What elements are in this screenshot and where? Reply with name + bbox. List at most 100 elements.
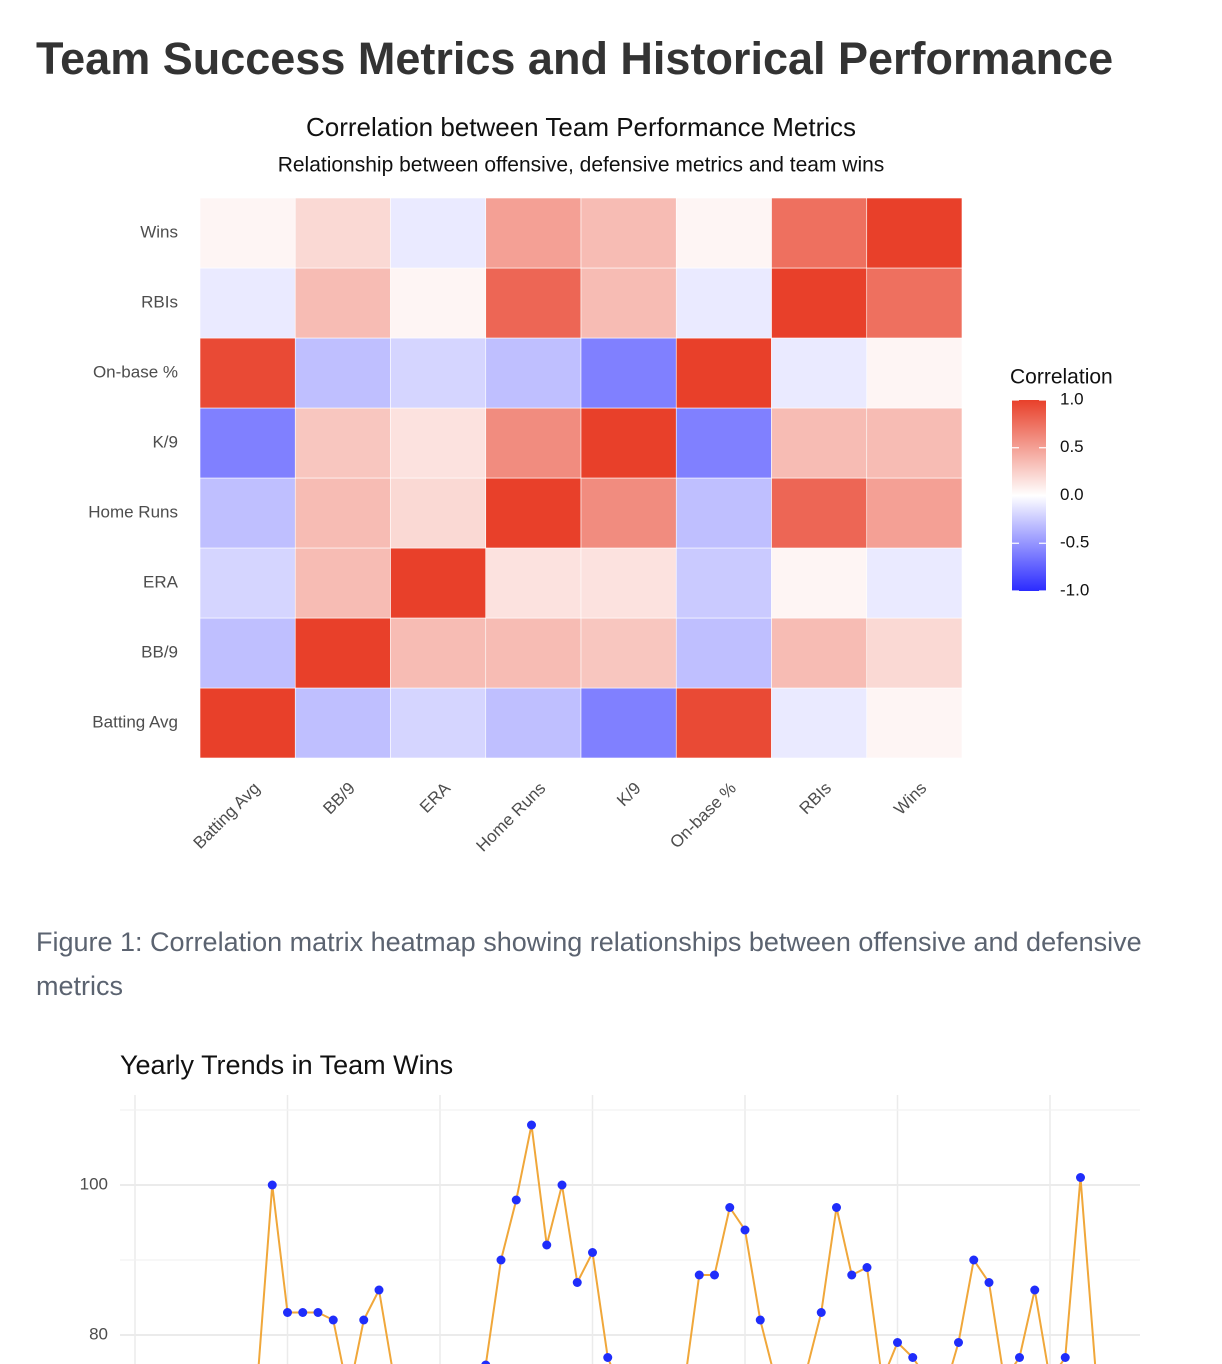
data-point — [1076, 1173, 1085, 1182]
heatmap-cell — [580, 197, 677, 269]
colorbar-tick-label: 0.0 — [1060, 485, 1084, 504]
heatmap-cell — [866, 337, 963, 409]
data-point — [740, 1225, 750, 1235]
heatmap-cell — [771, 407, 868, 479]
heatmap-cell — [580, 547, 677, 619]
heatmap-cell — [390, 477, 487, 549]
colorbar-tick-label: -0.5 — [1060, 533, 1089, 552]
y-tick-label: On-base % — [93, 362, 178, 381]
heatmap-cell — [675, 477, 772, 549]
heatmap-cell — [390, 197, 487, 269]
page-title: Team Success Metrics and Historical Perf… — [36, 33, 1113, 84]
data-point — [374, 1285, 384, 1295]
heatmap-cell — [199, 267, 296, 339]
data-point — [313, 1308, 323, 1317]
heatmap-cell — [390, 407, 487, 479]
data-point — [1060, 1353, 1070, 1362]
data-point — [603, 1353, 613, 1362]
data-point — [572, 1278, 582, 1287]
chart-title: Correlation between Team Performance Met… — [306, 112, 856, 142]
heatmap-cell — [580, 477, 677, 549]
heatmap-cell — [866, 267, 963, 339]
data-point — [908, 1353, 918, 1362]
x-tick-label: RBIs — [796, 779, 835, 818]
heatmap-cell — [390, 547, 487, 619]
heatmap-cell — [675, 197, 772, 269]
data-point — [755, 1315, 765, 1325]
heatmap-cell — [580, 407, 677, 479]
heatmap-cell — [485, 267, 582, 339]
heatmap-cell — [199, 197, 296, 269]
x-tick-label: BB/9 — [319, 779, 358, 818]
heatmap-cell — [771, 687, 868, 759]
heatmap-cell — [294, 687, 391, 759]
heatmap-cell — [294, 617, 391, 689]
heatmap-cell — [294, 337, 391, 409]
data-point — [725, 1203, 735, 1212]
heatmap-cell — [866, 687, 963, 759]
data-point — [832, 1203, 841, 1212]
chart-subtitle: Relationship between offensive, defensiv… — [278, 154, 885, 177]
heatmap-cell — [199, 337, 296, 409]
figure-caption: Figure 1: Correlation matrix heatmap sho… — [36, 927, 1142, 1001]
plot-area — [120, 1095, 1140, 1364]
heatmap-cell — [771, 267, 868, 339]
heatmap-cell — [771, 477, 868, 549]
data-point — [984, 1278, 994, 1287]
heatmap-cell — [294, 197, 391, 269]
data-point — [816, 1308, 826, 1317]
heatmap-cell — [675, 267, 772, 339]
data-point — [710, 1270, 719, 1280]
data-point — [847, 1270, 857, 1280]
data-point — [588, 1248, 597, 1257]
y-tick-label: RBIs — [141, 292, 178, 311]
heatmap-cell — [866, 477, 963, 549]
heatmap-cell — [199, 477, 296, 549]
x-tick-label: Home Runs — [472, 779, 549, 856]
data-point — [527, 1120, 536, 1130]
heatmap-cell — [390, 337, 487, 409]
y-tick-label: Wins — [140, 222, 178, 241]
x-tick-label: On-base % — [666, 779, 740, 853]
heatmap-cell — [485, 617, 582, 689]
heatmap-cell — [771, 617, 868, 689]
colorbar-tick-label: -1.0 — [1060, 580, 1089, 599]
heatmap-cell — [199, 407, 296, 479]
heatmap-cell — [390, 687, 487, 759]
heatmap-cell — [771, 337, 868, 409]
data-point — [496, 1255, 506, 1265]
heatmap-cell — [485, 687, 582, 759]
legend-title: Correlation — [1010, 366, 1113, 389]
data-point — [359, 1315, 369, 1325]
x-tick-label: ERA — [416, 778, 455, 817]
heatmap-cell — [675, 617, 772, 689]
heatmap-cell — [485, 337, 582, 409]
data-point — [542, 1240, 552, 1250]
heatmap-cell — [675, 337, 772, 409]
y-tick-label: Batting Avg — [92, 712, 178, 731]
heatmap-cell — [675, 407, 772, 479]
heatmap-cell — [580, 617, 677, 689]
heatmap-cell — [390, 267, 487, 339]
heatmap-cell — [294, 267, 391, 339]
y-tick-label: BB/9 — [141, 642, 178, 661]
heatmap-cell — [294, 547, 391, 619]
chart-title: Yearly Trends in Team Wins — [120, 1050, 453, 1080]
y-tick-label: 80 — [89, 1324, 108, 1343]
data-point — [954, 1338, 963, 1347]
x-tick-label: Batting Avg — [190, 779, 264, 853]
heatmap-cell — [866, 197, 963, 269]
data-point — [511, 1195, 521, 1205]
data-point — [283, 1308, 292, 1317]
data-point — [969, 1255, 979, 1265]
data-point — [862, 1263, 872, 1272]
data-point — [557, 1180, 567, 1190]
heatmap-cell — [866, 407, 963, 479]
y-tick-label: 100 — [80, 1174, 108, 1193]
colorbar-tick-label: 1.0 — [1060, 389, 1084, 408]
data-point — [1015, 1353, 1024, 1362]
heatmap-cell — [485, 547, 582, 619]
heatmap-cell — [390, 617, 487, 689]
